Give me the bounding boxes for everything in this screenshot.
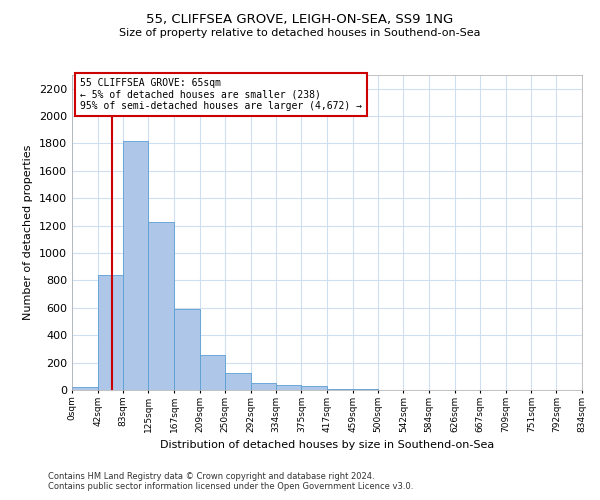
Text: Contains public sector information licensed under the Open Government Licence v3: Contains public sector information licen… [48, 482, 413, 491]
Bar [251, 384, 276, 390]
Y-axis label: Number of detached properties: Number of detached properties [23, 145, 34, 320]
Bar [225, 373, 251, 390]
Bar [98, 275, 123, 390]
Text: 55, CLIFFSEA GROVE, LEIGH-ON-SEA, SS9 1NG: 55, CLIFFSEA GROVE, LEIGH-ON-SEA, SS9 1N… [146, 12, 454, 26]
Text: 55 CLIFFSEA GROVE: 65sqm
← 5% of detached houses are smaller (238)
95% of semi-d: 55 CLIFFSEA GROVE: 65sqm ← 5% of detache… [80, 78, 362, 112]
Bar [301, 386, 327, 390]
Bar [174, 309, 200, 390]
Bar [327, 388, 353, 390]
Bar [200, 355, 225, 390]
Bar [148, 222, 174, 390]
Text: Size of property relative to detached houses in Southend-on-Sea: Size of property relative to detached ho… [119, 28, 481, 38]
Bar [123, 140, 148, 390]
Text: Contains HM Land Registry data © Crown copyright and database right 2024.: Contains HM Land Registry data © Crown c… [48, 472, 374, 481]
Bar [72, 386, 98, 390]
Bar [276, 385, 301, 390]
X-axis label: Distribution of detached houses by size in Southend-on-Sea: Distribution of detached houses by size … [160, 440, 494, 450]
